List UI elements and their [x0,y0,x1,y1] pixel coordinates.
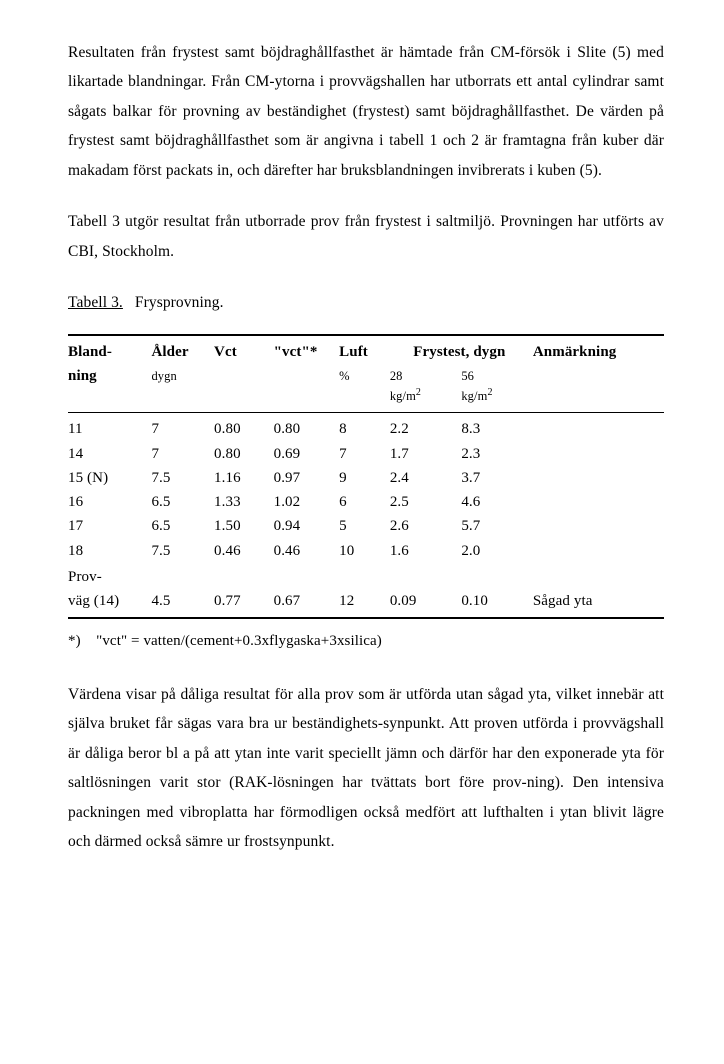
col-luft: Luft [339,344,368,360]
cell-anm [533,413,664,442]
table-body: 1170.800.8082.28.31470.800.6971.72.315 (… [68,413,664,619]
cell-luft: 8 [339,413,390,442]
cell-f28: 2.4 [390,466,462,490]
cell-f56: 2.0 [461,539,533,563]
cell-vct: 0.80 [214,413,274,442]
paragraph-2: Tabell 3 utgör resultat från utborrade p… [68,207,664,266]
cell-f28: 2.5 [390,490,462,514]
cell-luft: 6 [339,490,390,514]
cell-anm [533,442,664,466]
table-row: väg (14)4.50.770.67120.090.10Sågad yta [68,589,664,618]
cell-f28: 1.6 [390,539,462,563]
cell-anm [533,466,664,490]
col-anmarkning: Anmärkning [533,344,617,360]
cell-vct: 0.80 [214,442,274,466]
cell-vct: 1.50 [214,514,274,538]
cell-vctstar: 0.69 [274,442,340,466]
cell-alder: 4.5 [151,589,214,618]
cell-vctstar: 1.02 [274,490,340,514]
table-row: 176.51.500.9452.65.7 [68,514,664,538]
cell-vctstar: 0.94 [274,514,340,538]
cell-alder: 6.5 [151,490,214,514]
cell-bland: Prov- [68,563,151,589]
cell-luft: 7 [339,442,390,466]
table-footnote: *) "vct" = vatten/(cement+0.3xflygaska+3… [68,627,664,656]
col-alder: Ålder [151,344,188,360]
table-row: 187.50.460.46101.62.0 [68,539,664,563]
data-table: Bland- Ålder Vct "vct"* Luft Frystest, d… [68,334,664,620]
col-vct: Vct [214,344,237,360]
col-frystest: Frystest, dygn [413,344,505,360]
col-vctstar: "vct"* [274,344,318,360]
cell-vctstar: 0.80 [274,413,340,442]
cell-f56: 8.3 [461,413,533,442]
cell-luft: 12 [339,589,390,618]
cell-bland: 16 [68,490,151,514]
cell-f28: 1.7 [390,442,462,466]
table-row: 1470.800.6971.72.3 [68,442,664,466]
table-header-row-1: Bland- Ålder Vct "vct"* Luft Frystest, d… [68,335,664,364]
cell-vctstar: 0.97 [274,466,340,490]
table-row: 15 (N)7.51.160.9792.43.7 [68,466,664,490]
document-page: Resultaten från frystest samt böjdraghål… [0,0,724,1064]
paragraph-1: Resultaten från frystest samt böjdraghål… [68,38,664,185]
cell-vctstar: 0.46 [274,539,340,563]
table-row: 1170.800.8082.28.3 [68,413,664,442]
cell-anm [533,490,664,514]
cell-luft: 9 [339,466,390,490]
cell-bland: 17 [68,514,151,538]
col-blandning: Bland- [68,344,112,360]
frysprovning-table: Bland- Ålder Vct "vct"* Luft Frystest, d… [68,334,664,620]
col-luft-unit: % [339,369,350,383]
cell-f28: 0.09 [390,589,462,618]
cell-luft: 10 [339,539,390,563]
cell-alder: 6.5 [151,514,214,538]
cell-bland: 11 [68,413,151,442]
cell-vct: 1.16 [214,466,274,490]
col-28: 28 [390,369,403,383]
paragraph-3: Värdena visar på dåliga resultat för all… [68,680,664,857]
table-header-row-2: ning dygn % 28 kg/m2 56 kg/m2 [68,364,664,413]
cell-f56: 2.3 [461,442,533,466]
cell-f56: 4.6 [461,490,533,514]
cell-f56: 0.10 [461,589,533,618]
table-caption: Tabell 3. Frysprovning. [68,288,664,317]
cell-bland: 15 (N) [68,466,151,490]
table-row: Prov- [68,563,664,589]
cell-alder: 7 [151,413,214,442]
cell-vct: 0.46 [214,539,274,563]
cell-alder: 7 [151,442,214,466]
cell-bland: väg (14) [68,589,151,618]
cell-alder: 7.5 [151,466,214,490]
cell-anm [533,514,664,538]
cell-bland: 18 [68,539,151,563]
col-56-unit: kg/m2 [461,389,492,403]
table-caption-number: Tabell 3. [68,294,123,311]
table-row: 166.51.331.0262.54.6 [68,490,664,514]
footnote-text: "vct" = vatten/(cement+0.3xflygaska+3xsi… [96,633,382,649]
cell-f28: 2.6 [390,514,462,538]
cell-f56: 5.7 [461,514,533,538]
cell-vct: 1.33 [214,490,274,514]
cell-f28: 2.2 [390,413,462,442]
cell-anm: Sågad yta [533,589,664,618]
col-ning: ning [68,368,97,384]
cell-luft: 5 [339,514,390,538]
cell-vctstar: 0.67 [274,589,340,618]
col-56: 56 [461,369,474,383]
cell-alder: 7.5 [151,539,214,563]
cell-f56: 3.7 [461,466,533,490]
col-alder-unit: dygn [151,369,176,383]
cell-anm [533,539,664,563]
table-caption-title: Frysprovning. [135,294,224,311]
col-28-unit: kg/m2 [390,389,421,403]
cell-vct: 0.77 [214,589,274,618]
footnote-marker: *) [68,633,81,649]
cell-bland: 14 [68,442,151,466]
